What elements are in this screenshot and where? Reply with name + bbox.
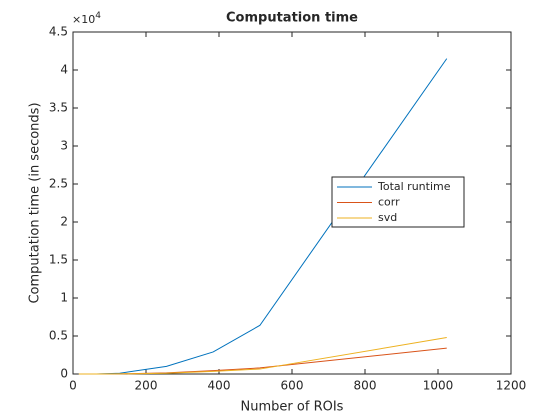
chart-title: Computation time xyxy=(226,11,358,26)
series-line xyxy=(78,337,447,375)
x-axis-label: Number of ROIs xyxy=(241,400,344,415)
x-tick-label: 600 xyxy=(281,379,304,393)
y-tick-label: 3 xyxy=(60,139,68,153)
y-tick-label: 4 xyxy=(60,63,68,77)
y-multiplier-base: ×10 xyxy=(72,13,95,26)
y-tick-label: 3.5 xyxy=(49,101,68,115)
y-tick-label: 0 xyxy=(60,367,68,381)
x-tick-label: 1200 xyxy=(496,379,527,393)
y-multiplier: ×104 xyxy=(72,11,101,27)
x-tick-label: 400 xyxy=(208,379,231,393)
y-tick-label: 1.5 xyxy=(49,253,68,267)
y-tick-label: 0.5 xyxy=(49,329,68,343)
legend-label: svd xyxy=(378,211,397,224)
y-axis-label: Computation time (in seconds) xyxy=(28,102,43,303)
legend-label: Total runtime xyxy=(377,180,451,193)
y-tick-label: 1 xyxy=(60,291,68,305)
y-tick-label: 2 xyxy=(60,215,68,229)
y-tick-label: 2.5 xyxy=(49,177,68,191)
y-multiplier-power: 4 xyxy=(95,11,101,21)
x-tick-label: 1000 xyxy=(423,379,454,393)
y-tick-label: 4.5 xyxy=(49,25,68,39)
x-tick-label: 0 xyxy=(69,379,77,393)
x-tick-label: 800 xyxy=(354,379,377,393)
legend-label: corr xyxy=(378,196,400,209)
x-tick-label: 200 xyxy=(135,379,158,393)
